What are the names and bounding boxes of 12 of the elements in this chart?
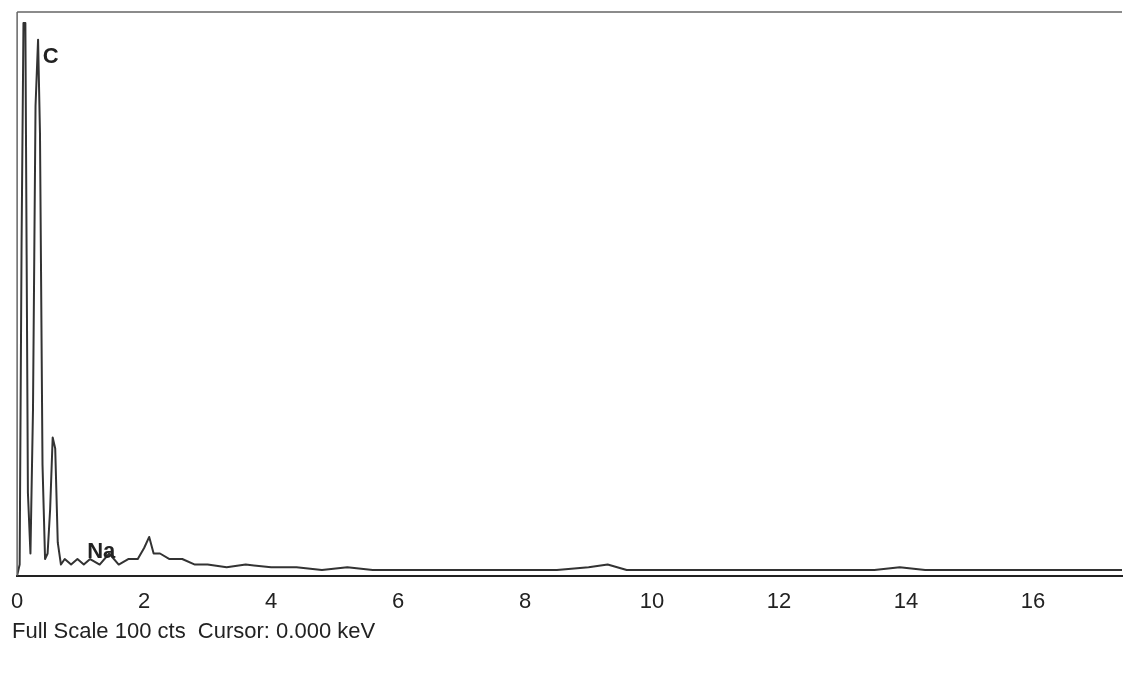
x-tick-label: 16 [1020,587,1046,613]
x-tick-label: 10 [639,587,665,613]
x-tick-label: 14 [893,587,919,613]
x-tick-label: 2 [137,587,151,613]
annotation: C [42,42,59,68]
x-tick-label: 0 [10,587,24,613]
x-tick-label: 6 [391,587,405,613]
x-tick-label: 12 [766,587,792,613]
annotation: Na [87,537,117,563]
text: Full Scale 100 cts Cursor: 0.000 keV [11,618,377,644]
x-tick-label: 8 [518,587,532,613]
x-tick-label: 4 [264,587,278,613]
